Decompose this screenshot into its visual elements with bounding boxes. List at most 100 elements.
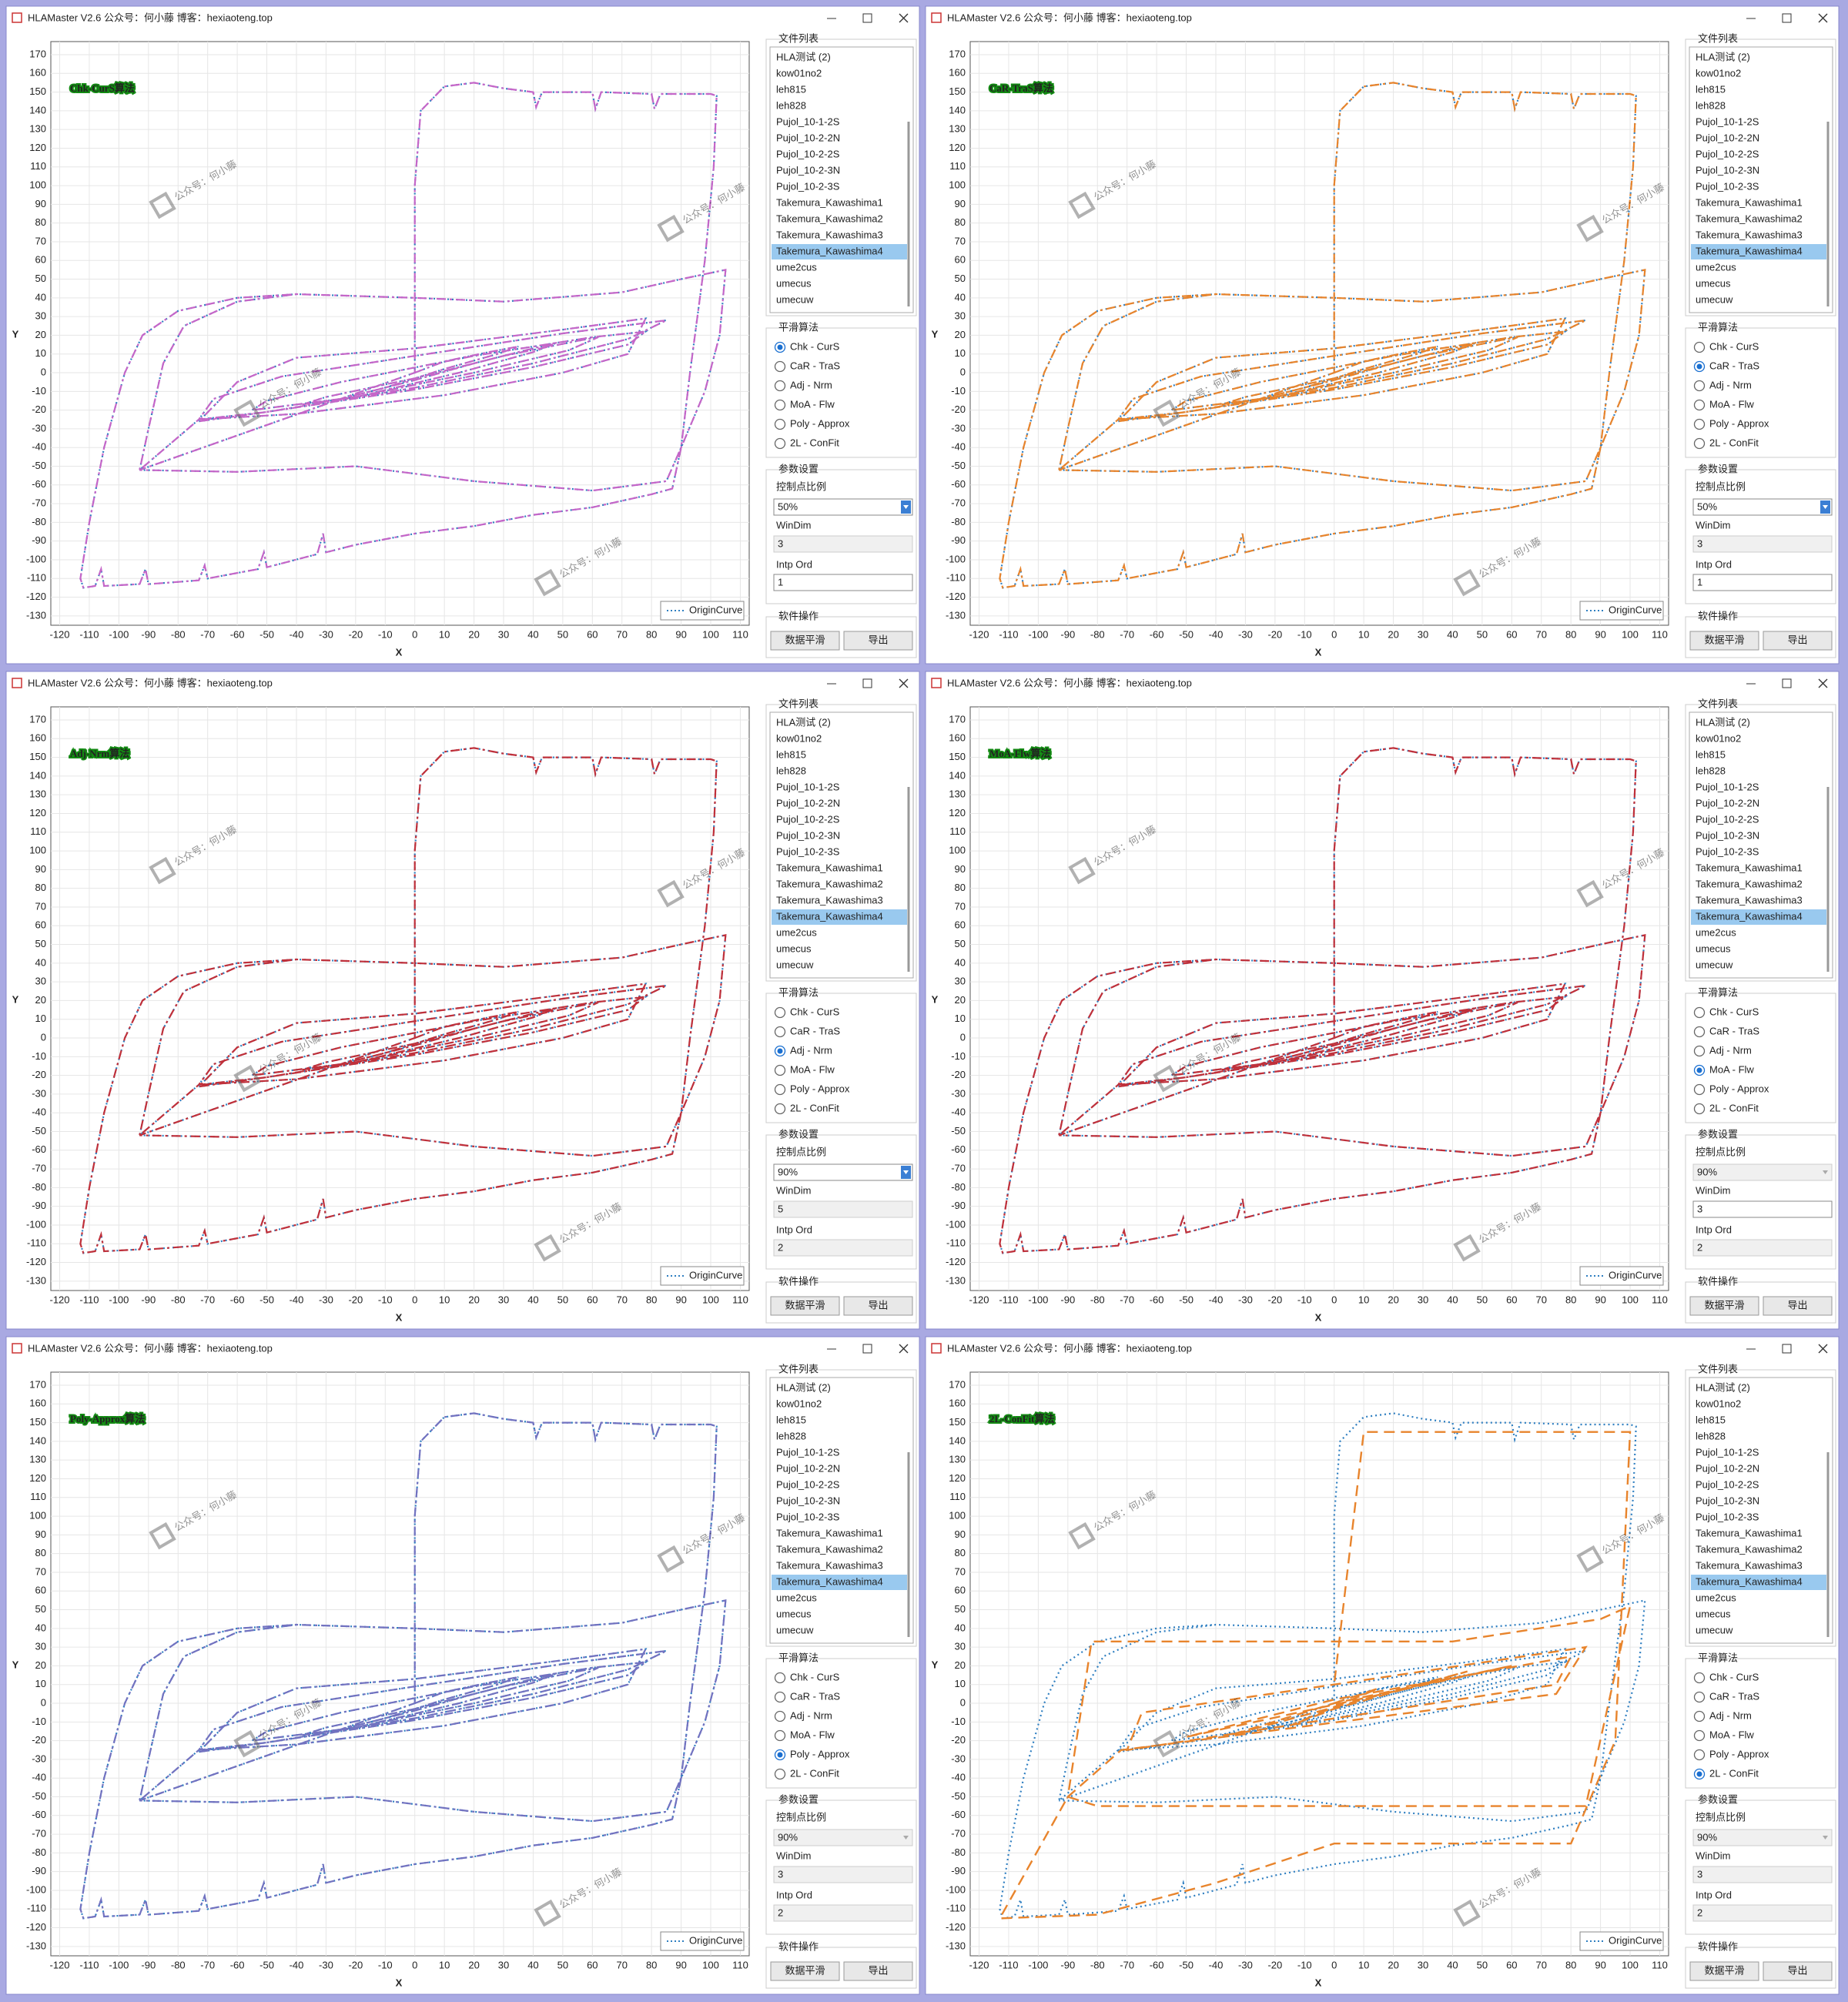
file-item[interactable]: Pujol_10-2-3N [776,164,840,176]
file-item[interactable]: Takemura_Kawashima1 [1696,196,1803,208]
file-item[interactable]: Takemura_Kawashima1 [1696,862,1803,873]
radio-label[interactable]: Poly - Approx [1709,417,1769,429]
file-item[interactable]: kow01no2 [776,67,822,79]
radio-label[interactable]: Poly - Approx [790,1083,850,1094]
file-item[interactable]: umecuw [776,1624,814,1635]
radio-button[interactable] [774,1768,786,1780]
file-item[interactable]: leh828 [1696,765,1726,776]
radio-button[interactable] [774,437,786,450]
radio-label[interactable]: Chk - CurS [790,1671,840,1682]
file-item[interactable]: leh815 [776,1414,806,1425]
button[interactable] [770,1961,840,1981]
file-item[interactable]: Pujol_10-2-2S [1696,1478,1759,1490]
radio-button[interactable] [1693,341,1706,353]
maximize-button[interactable] [862,678,872,688]
file-item[interactable]: Pujol_10-1-2S [776,1446,840,1458]
file-item[interactable]: umecus [776,1608,812,1619]
file-item[interactable]: Pujol_10-2-2S [1696,148,1759,159]
file-item[interactable]: Takemura_Kawashima1 [776,862,883,873]
radio-label[interactable]: MoA - Flw [1709,1063,1754,1075]
file-item[interactable]: Pujol_10-2-2S [776,813,840,825]
file-item[interactable]: ume2cus [1696,1592,1736,1603]
close-button[interactable] [1818,678,1828,688]
file-item[interactable]: leh828 [776,765,806,776]
file-item[interactable]: Pujol_10-2-3N [1696,1495,1759,1506]
radio-label[interactable]: Chk - CurS [1709,340,1759,352]
radio-label[interactable]: Adj - Nrm [790,1044,832,1056]
file-item[interactable]: umecuw [776,293,814,305]
radio-label[interactable]: CaR - TraS [790,360,840,371]
radio-label[interactable]: Chk - CurS [1709,1006,1759,1017]
radio-button[interactable] [1693,1103,1706,1115]
radio-label[interactable]: CaR - TraS [790,1025,840,1036]
file-item[interactable]: HLA测试 (2) [1696,716,1750,728]
file-item[interactable]: Takemura_Kawashima4 [776,910,883,922]
button[interactable] [770,631,840,651]
file-item[interactable]: Takemura_Kawashima2 [776,878,883,889]
radio-label[interactable]: Chk - CurS [1709,1671,1759,1682]
file-item[interactable]: Takemura_Kawashima3 [1696,229,1803,240]
radio-label[interactable]: 2L - ConFit [790,437,839,448]
file-item[interactable]: Pujol_10-2-2N [1696,797,1759,808]
file-item[interactable]: leh815 [1696,1414,1726,1425]
radio-label[interactable]: 2L - ConFit [1709,1102,1759,1113]
radio-button[interactable] [1693,437,1706,450]
button-label[interactable]: 数据平滑 [785,1964,825,1976]
button[interactable] [1689,631,1759,651]
maximize-button[interactable] [862,1344,872,1354]
file-item[interactable]: Pujol_10-2-2N [776,132,840,143]
file-item[interactable]: kow01no2 [776,1398,822,1409]
file-item[interactable]: Takemura_Kawashima4 [1696,1575,1803,1587]
radio-label[interactable]: 2L - ConFit [790,1102,839,1113]
button-label[interactable]: 导出 [868,634,888,645]
button-label[interactable]: 数据平滑 [1704,1299,1744,1311]
radio-label[interactable]: Adj - Nrm [1709,1709,1752,1721]
file-item[interactable]: Takemura_Kawashima1 [1696,1527,1803,1538]
button[interactable] [770,1296,840,1316]
radio-label[interactable]: CaR - TraS [790,1690,840,1702]
button[interactable] [1689,1296,1759,1316]
maximize-button[interactable] [1782,1344,1792,1354]
radio-button[interactable] [1693,1045,1706,1057]
file-item[interactable]: leh815 [1696,83,1726,95]
dropdown[interactable] [773,1163,913,1181]
button-label[interactable]: 导出 [868,1299,888,1311]
close-button[interactable] [899,1344,909,1354]
file-item[interactable]: ume2cus [776,926,817,938]
file-item[interactable]: Takemura_Kawashima4 [776,245,883,256]
radio-button[interactable] [774,380,786,392]
file-item[interactable]: leh828 [776,99,806,111]
radio-button[interactable] [1693,399,1706,411]
file-item[interactable]: umecus [1696,942,1731,954]
file-item[interactable]: umecuw [776,959,814,970]
radio-button[interactable] [774,1710,786,1722]
file-item[interactable]: Takemura_Kawashima4 [776,1575,883,1587]
radio-button[interactable] [1693,1006,1706,1019]
button[interactable] [1763,1296,1833,1316]
radio-button[interactable] [1693,1710,1706,1722]
file-item[interactable]: leh815 [776,83,806,95]
radio-button[interactable] [774,1691,786,1703]
file-item[interactable]: leh828 [1696,1430,1726,1441]
file-item[interactable]: Pujol_10-2-2N [776,1462,840,1474]
file-item[interactable]: kow01no2 [776,732,822,744]
button-label[interactable]: 数据平滑 [1704,1964,1744,1976]
radio-button[interactable] [774,1103,786,1115]
button-label[interactable]: 导出 [1787,1964,1807,1976]
file-item[interactable]: Pujol_10-2-3N [776,1495,840,1506]
file-item[interactable]: Pujol_10-2-3S [776,180,840,192]
file-item[interactable]: Pujol_10-2-3S [776,845,840,857]
file-item[interactable]: Pujol_10-2-2S [776,148,840,159]
maximize-button[interactable] [862,13,872,23]
file-item[interactable]: Pujol_10-2-2N [1696,1462,1759,1474]
radio-button[interactable] [774,418,786,430]
file-item[interactable]: umecuw [1696,293,1733,305]
radio-label[interactable]: CaR - TraS [1709,1025,1759,1036]
button[interactable] [843,1296,913,1316]
button[interactable] [1763,1961,1833,1981]
text-input[interactable] [1692,574,1833,591]
text-input[interactable] [773,574,913,591]
maximize-button[interactable] [1782,678,1792,688]
file-item[interactable]: Takemura_Kawashima3 [1696,1559,1803,1571]
file-item[interactable]: Pujol_10-2-3S [1696,180,1759,192]
